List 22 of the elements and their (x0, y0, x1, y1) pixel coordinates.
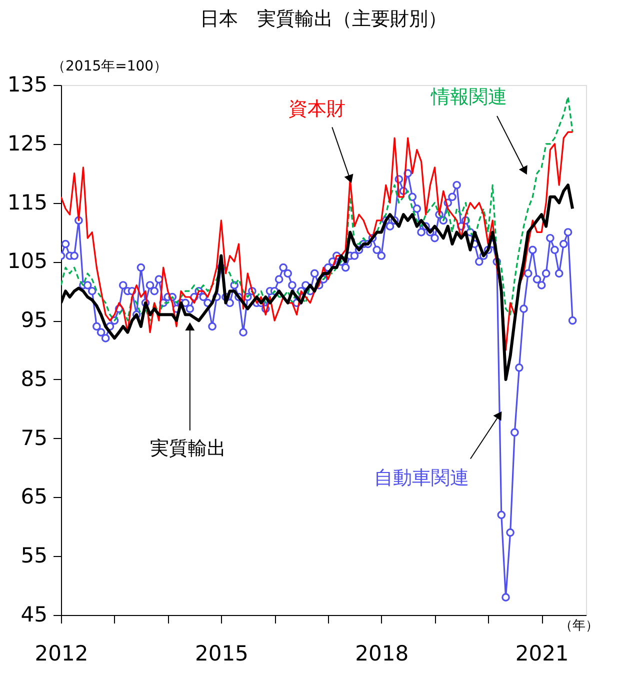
x-tick-label: 2018 (355, 642, 409, 666)
x-tick-label: 2012 (34, 642, 88, 666)
x-tick-label: 2015 (194, 642, 248, 666)
y-tick-label: 125 (7, 131, 48, 156)
annotation: 自動車関連 (374, 466, 469, 489)
y-axis-title: （2015年=100） (52, 58, 168, 74)
y-tick-label: 135 (7, 72, 48, 96)
y-tick-label: 85 (20, 366, 48, 391)
y-tick-label: 95 (20, 308, 48, 332)
x-tick-label: 2021 (515, 642, 569, 666)
y-tick-label: 115 (7, 190, 48, 214)
annotation: 情報関連 (430, 86, 507, 108)
y-tick-label: 45 (20, 602, 48, 626)
line-series (61, 131, 574, 351)
x-axis-title: （年） (560, 618, 598, 634)
annotation: 実質輸出 (150, 437, 226, 460)
chart-title: 日本 実質輸出（主要財別） (200, 8, 447, 30)
annotation: 資本財 (288, 98, 346, 120)
y-tick-label: 65 (20, 484, 48, 509)
y-tick-label: 55 (20, 544, 48, 568)
y-tick-label: 75 (20, 426, 48, 450)
y-tick-label: 105 (7, 249, 48, 274)
